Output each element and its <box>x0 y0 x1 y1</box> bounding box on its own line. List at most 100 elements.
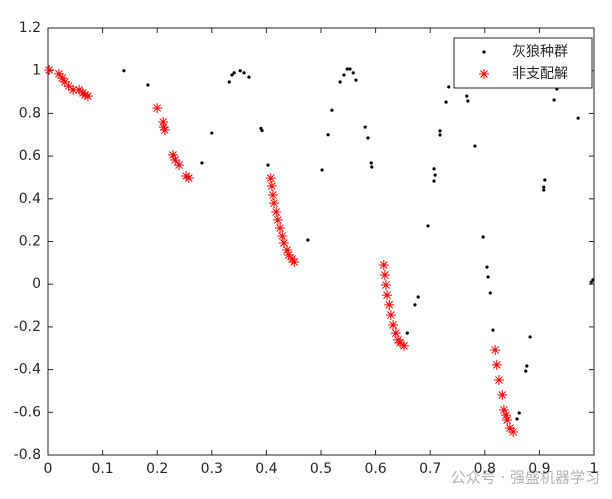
legend-box <box>453 37 593 89</box>
star-point <box>57 72 68 83</box>
dot-point <box>146 83 150 87</box>
star-point <box>392 334 403 345</box>
star-point <box>502 414 513 425</box>
star-point <box>174 160 185 171</box>
dot-point <box>528 335 532 339</box>
star-point <box>53 68 64 79</box>
star-point <box>289 256 300 267</box>
x-tick-label: 0 <box>44 461 53 477</box>
y-tick-label: 0.2 <box>19 234 41 250</box>
dot-point <box>433 173 437 177</box>
dot-point <box>354 78 358 82</box>
star-point <box>275 223 286 234</box>
y-tick-label: -0.8 <box>14 447 41 463</box>
watermark: 公众号 · 强盛机器学习 <box>451 469 600 487</box>
star-point <box>479 69 489 79</box>
star-point <box>170 154 181 165</box>
star-point <box>158 116 169 127</box>
star-point <box>158 122 169 133</box>
dot-point <box>348 67 352 71</box>
dot-point <box>473 144 477 148</box>
star-point <box>59 77 70 88</box>
y-tick-label: 0.8 <box>19 105 41 121</box>
star-point <box>68 84 79 95</box>
dot-point <box>366 136 370 140</box>
legend-label: 非支配解 <box>512 66 568 82</box>
star-point <box>384 299 395 310</box>
star-point <box>271 207 282 218</box>
x-tick-label: 0.9 <box>528 461 550 477</box>
dot-point <box>351 71 355 75</box>
dot-point <box>432 167 436 171</box>
x-tick-label: 0.6 <box>364 461 386 477</box>
dot-point <box>491 328 495 332</box>
dot-point <box>200 161 204 165</box>
dot-point <box>576 116 580 120</box>
star-point <box>283 249 294 260</box>
dot-point <box>515 417 519 421</box>
star-point <box>491 359 502 370</box>
star-point <box>159 125 170 136</box>
star-point <box>497 390 508 401</box>
dot-point <box>447 85 451 89</box>
star-point <box>498 404 509 415</box>
x-tick-label: 0.5 <box>310 461 332 477</box>
y-tick-label: 1 <box>32 63 41 79</box>
dot-point <box>486 275 490 279</box>
axes-box <box>47 27 595 456</box>
star-point <box>390 328 401 339</box>
star-point <box>398 340 409 351</box>
dot-point <box>345 67 349 71</box>
dot-point <box>466 99 470 103</box>
legend-label: 灰狼种群 <box>512 44 568 60</box>
dot-point <box>438 129 442 133</box>
dot-point <box>266 163 270 167</box>
dot-point <box>342 73 346 77</box>
dot-point <box>416 295 420 299</box>
star-point <box>282 245 293 256</box>
dot-point <box>230 73 234 77</box>
star-point <box>382 290 393 301</box>
star-point <box>490 344 501 355</box>
star-point <box>74 84 85 95</box>
star-point <box>80 90 91 101</box>
star-point <box>508 426 519 437</box>
y-tick-label: 0 <box>32 276 41 292</box>
star-point <box>82 91 93 102</box>
star-point <box>380 280 391 291</box>
y-tick-label: -0.2 <box>14 319 41 335</box>
star-point <box>272 214 283 225</box>
dot-point <box>438 133 442 137</box>
dot-point <box>260 128 264 133</box>
dot-point <box>543 178 547 182</box>
dot-point <box>122 69 126 73</box>
star-point <box>269 198 280 209</box>
star-point <box>152 103 163 114</box>
star-point <box>63 81 74 92</box>
star-point <box>501 410 512 421</box>
y-tick-label: -0.6 <box>14 404 41 420</box>
y-tick-label: 1.2 <box>19 20 41 36</box>
dot-point <box>465 94 469 98</box>
y-tick-label: 0.4 <box>19 191 41 207</box>
star-point <box>379 270 390 281</box>
dot-point <box>242 71 246 75</box>
x-tick-label: 0.4 <box>255 461 277 477</box>
dot-point <box>326 133 330 137</box>
star-point <box>388 319 399 330</box>
dot-point <box>525 364 529 368</box>
star-point <box>183 173 194 184</box>
dot-point <box>210 131 214 135</box>
dot-point <box>426 224 430 228</box>
dot-point <box>517 411 521 415</box>
dot-point <box>542 185 546 189</box>
dot-point <box>227 80 231 84</box>
dot-point <box>485 265 489 269</box>
dot-point <box>432 179 436 183</box>
dot-point <box>481 235 485 239</box>
star-point <box>385 309 396 320</box>
star-point <box>378 259 389 270</box>
dot-point <box>482 50 486 54</box>
